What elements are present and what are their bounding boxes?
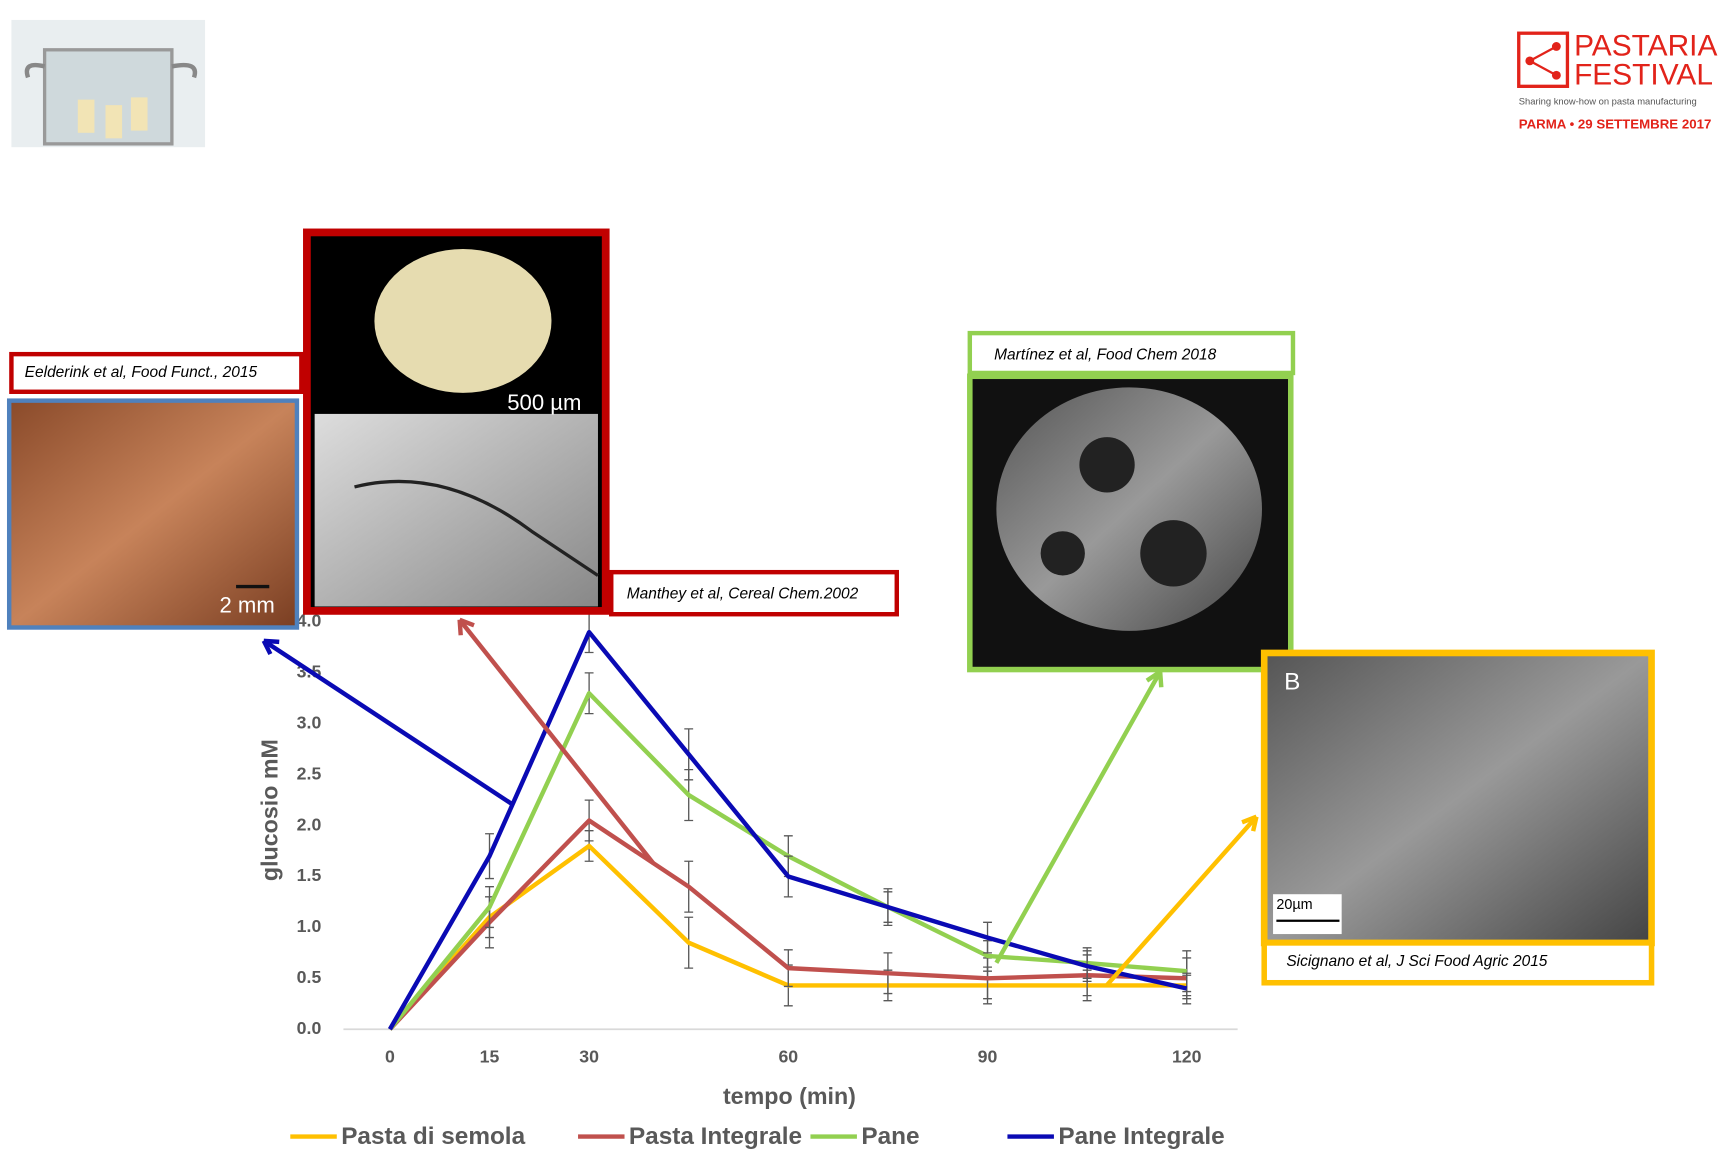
- scale-label: 500 µm: [507, 390, 581, 415]
- citation: Sicignano et al, J Sci Food Agric 2015: [1286, 953, 1547, 970]
- x-tick-label: 120: [1172, 1047, 1202, 1067]
- y-tick-label: 1.5: [297, 865, 322, 885]
- y-tick-label: 0.0: [297, 1018, 322, 1038]
- page: PASTARIA FESTIVAL Sharing know-how on pa…: [0, 0, 1736, 1172]
- citation: Eelderink et al, Food Funct., 2015: [25, 364, 258, 381]
- y-tick-label: 0.5: [297, 967, 322, 987]
- x-tick-label: 60: [778, 1047, 798, 1067]
- x-axis-title: tempo (min): [723, 1083, 856, 1109]
- scale-label: 20µm: [1276, 897, 1312, 913]
- y-tick-label: 2.5: [297, 763, 322, 783]
- x-tick-label: 0: [385, 1047, 395, 1067]
- logo-text: FESTIVAL: [1574, 58, 1713, 91]
- y-tick-label: 2.0: [297, 814, 322, 834]
- tagline: Sharing know-how on pasta manufacturing: [1519, 95, 1697, 106]
- y-tick-label: 1.0: [297, 916, 322, 936]
- citation: Manthey et al, Cereal Chem.2002: [627, 585, 859, 602]
- scale-label: 2 mm: [219, 592, 274, 617]
- logo: PASTARIA FESTIVAL Sharing know-how on pa…: [1519, 29, 1718, 131]
- x-tick-label: 90: [978, 1047, 998, 1067]
- citation: Martínez et al, Food Chem 2018: [994, 346, 1216, 363]
- x-tick-label: 15: [480, 1047, 500, 1067]
- figure-bread: Eelderink et al, Food Funct., 2015 2 mm: [9, 354, 301, 627]
- event: PARMA • 29 SETTEMBRE 2017: [1519, 117, 1712, 132]
- x-tick-label: 30: [579, 1047, 599, 1067]
- legend-label: Pane: [861, 1123, 919, 1150]
- figure-pasta: 500 µm Manthey et al, Cereal Chem.2002: [307, 232, 897, 614]
- figure-bread-sem: Martínez et al, Food Chem 2018: [970, 333, 1293, 669]
- legend-label: Pasta di semola: [341, 1123, 525, 1150]
- legend-label: Pane Integrale: [1058, 1123, 1224, 1150]
- figure-pasta-sem: B 20µm Sicignano et al, J Sci Food Agric…: [1264, 653, 1651, 983]
- y-axis-title: glucosio mM: [257, 739, 283, 881]
- legend-label: Pasta Integrale: [629, 1123, 802, 1150]
- y-tick-label: 3.0: [297, 712, 322, 732]
- arrows: [264, 620, 1257, 985]
- slide: PASTARIA FESTIVAL Sharing know-how on pa…: [0, 0, 1736, 1172]
- pot-image: [11, 20, 205, 147]
- panel-label: B: [1284, 668, 1300, 695]
